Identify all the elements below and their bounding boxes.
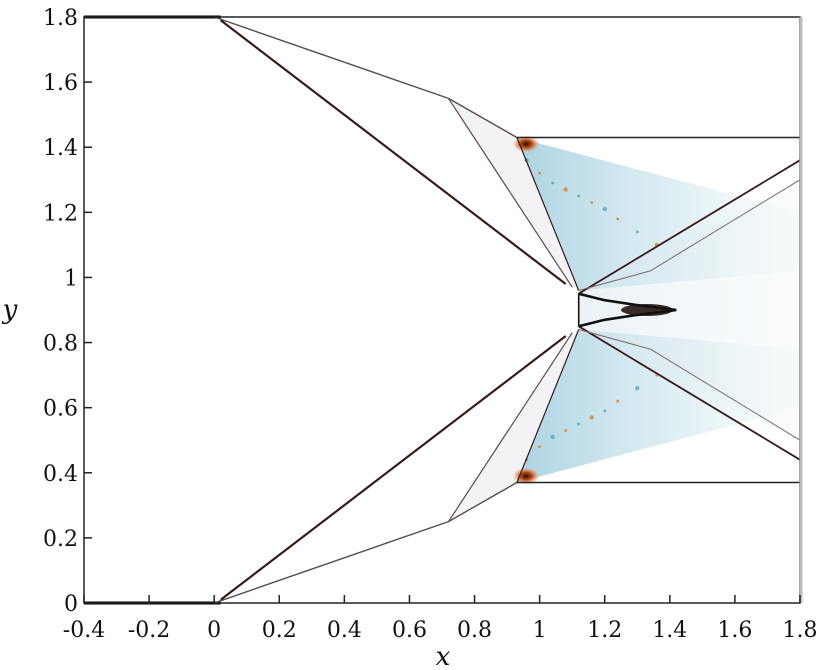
y-tick-label: 0.6 <box>43 397 78 422</box>
y-tick-label: 0.2 <box>43 527 78 552</box>
flow-speck <box>550 434 555 440</box>
y-axis-label: y <box>2 295 18 325</box>
hot-spot <box>512 467 541 486</box>
y-tick-label: 1.4 <box>43 136 78 161</box>
series-line <box>220 19 567 285</box>
x-axis-label: x <box>436 642 451 670</box>
y-tick-label: 0 <box>64 592 78 617</box>
series-line <box>578 179 801 291</box>
series-line <box>578 329 801 441</box>
series-line <box>578 159 801 295</box>
x-tick-label: -0.4 <box>63 618 105 643</box>
x-tick-label: -0.2 <box>128 618 170 643</box>
y-tick-label: 1.8 <box>43 6 78 31</box>
series-line <box>578 308 677 328</box>
flow-speck <box>603 409 607 413</box>
series-line <box>578 325 801 461</box>
x-axis-ticks: -0.4 -0.2 0 0.2 0.4 0.6 0.8 1 1.2 1.4 1.6 1.8 <box>63 595 818 643</box>
x-tick-label: 1.2 <box>587 618 622 643</box>
flow-speck <box>577 422 581 426</box>
series-line <box>447 98 573 288</box>
x-tick-label: 0.4 <box>327 618 362 643</box>
flow-speck <box>589 415 594 420</box>
x-tick-label: 0.2 <box>262 618 297 643</box>
y-tick-label: 0.8 <box>43 332 78 357</box>
flow-speck <box>538 171 542 175</box>
y-tick-label: 1.6 <box>43 71 78 96</box>
flow-speck <box>551 181 555 185</box>
plot-frame <box>83 16 803 604</box>
x-tick-label: 1 <box>533 618 547 643</box>
x-tick-label: 0 <box>207 618 221 643</box>
series-line <box>516 329 580 483</box>
flow-speck <box>616 399 620 403</box>
flow-speck <box>602 206 607 212</box>
series-line <box>516 137 580 291</box>
flow-speck <box>563 187 568 192</box>
y-tick-label: 0.4 <box>43 462 78 487</box>
series-line <box>220 335 567 601</box>
x-tick-label: 1.6 <box>717 618 752 643</box>
x-tick-label: 0.6 <box>392 618 427 643</box>
y-axis-ticks: 0 0.2 0.4 0.6 0.8 1 1.2 1.4 1.6 1.8 <box>43 6 92 617</box>
flow-speck <box>564 428 568 432</box>
flow-speck <box>590 201 594 205</box>
flow-field-shading <box>448 98 800 522</box>
series-line <box>578 292 677 312</box>
fan-shading <box>448 329 579 522</box>
hot-spot <box>512 134 541 153</box>
y-tick-label: 1.2 <box>43 201 78 226</box>
flow-speck <box>616 217 620 221</box>
flow-speck <box>538 445 542 449</box>
y-tick-label: 1 <box>64 266 78 291</box>
x-tick-label: 0.8 <box>457 618 492 643</box>
series-line <box>447 332 573 522</box>
flow-speck <box>635 385 640 391</box>
flow-speck <box>577 194 581 198</box>
flow-speck <box>635 230 639 234</box>
x-tick-label: 1.4 <box>652 618 687 643</box>
fan-shading <box>448 98 579 291</box>
fan-shading <box>578 179 800 441</box>
x-tick-label: 1.8 <box>783 618 818 643</box>
